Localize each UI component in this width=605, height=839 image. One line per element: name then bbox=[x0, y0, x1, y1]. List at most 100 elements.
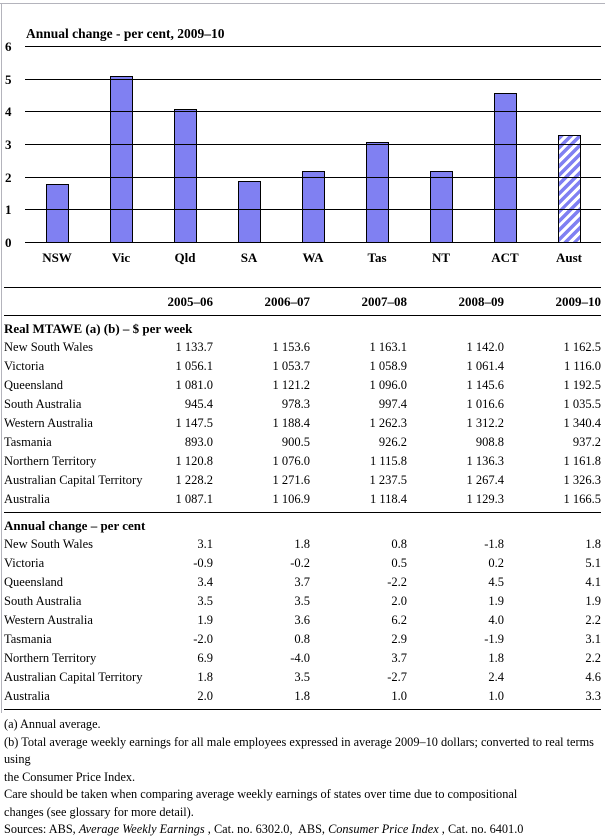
table-row: Western Australia 1 147.5 1 188.4 1 262.3 1 … bbox=[4, 414, 601, 433]
cell-value: 1 058.9 bbox=[369, 359, 408, 373]
table-row: Australia 1 087.1 1 106.9 1 118.4 1 129.3 1 1… bbox=[4, 490, 601, 509]
bar-aust bbox=[557, 135, 581, 243]
sources-suffix: , Cat. no. 6401.0 bbox=[438, 822, 524, 836]
cell-value: 1 267.4 bbox=[466, 473, 505, 487]
cell-value: 1 162.5 bbox=[563, 340, 602, 354]
cell-value: 908.8 bbox=[475, 435, 504, 449]
row-label: South Australia bbox=[4, 594, 82, 608]
bar-slot-nt bbox=[409, 47, 473, 243]
cell-value: 1 106.9 bbox=[272, 492, 311, 506]
cell-value: 6.9 bbox=[197, 651, 213, 665]
y-axis-tick-3: 3 bbox=[5, 137, 12, 152]
cell-value: 1 087.1 bbox=[175, 492, 214, 506]
bar-slot-tas bbox=[345, 47, 409, 243]
column-header-2009–10: 2009–10 bbox=[555, 293, 602, 309]
cell-value: 1 340.4 bbox=[563, 416, 602, 430]
cell-value: 3.4 bbox=[197, 575, 213, 589]
cell-value: 0.8 bbox=[391, 537, 407, 551]
footnote-a: (a) Annual average. bbox=[4, 717, 101, 731]
y-axis-tick-6: 6 bbox=[5, 39, 12, 54]
cell-value: 1 081.0 bbox=[175, 378, 214, 392]
cell-value: 2.0 bbox=[391, 594, 407, 608]
cell-value: 1 129.3 bbox=[466, 492, 505, 506]
cell-value: 937.2 bbox=[572, 435, 601, 449]
table-row: Northern Territory 6.9 -4.0 3.7 1.8 2.2 bbox=[4, 649, 601, 668]
table-row: Queensland 3.4 3.7 -2.2 4.5 4.1 bbox=[4, 573, 601, 592]
cell-value: 3.5 bbox=[197, 594, 213, 608]
x-axis-label-sa: SA bbox=[240, 250, 258, 265]
bar-slot-act bbox=[473, 47, 537, 243]
cell-value: 6.2 bbox=[391, 613, 407, 627]
table-row: Western Australia 1.9 3.6 6.2 4.0 2.2 bbox=[4, 611, 601, 630]
data-table: 2005–06 2006–07 2007–08 2008–09 2009–10 Real … bbox=[4, 287, 601, 710]
bar-vic bbox=[109, 76, 133, 243]
cell-value: 1 312.2 bbox=[466, 416, 505, 430]
gridline-2 bbox=[25, 176, 601, 178]
cell-value: 1 035.5 bbox=[563, 397, 602, 411]
cell-value: 4.1 bbox=[585, 575, 601, 589]
y-axis-tick-4: 4 bbox=[5, 104, 12, 120]
x-axis-label-qld: Qld bbox=[174, 250, 196, 265]
row-label: Australia bbox=[4, 689, 50, 703]
table-row: New South Wales 3.1 1.8 0.8 -1.8 1.8 bbox=[4, 535, 601, 554]
table-section-2: Annual change – per cent New South Wales 3… bbox=[4, 513, 601, 710]
bar-act bbox=[493, 92, 517, 243]
cell-value: 997.4 bbox=[378, 397, 407, 411]
table-row: Northern Territory 1 120.8 1 076.0 1 115.8 1… bbox=[4, 452, 601, 471]
gridline-0 bbox=[25, 242, 601, 243]
table-row: Tasmania -2.0 0.8 2.9 -1.9 3.1 bbox=[4, 630, 601, 649]
gridline-3 bbox=[25, 144, 601, 145]
bar-tas bbox=[365, 141, 389, 243]
sources-line: Sources: ABS, Average Weekly Earnings , … bbox=[4, 821, 603, 839]
bar-slot-nsw bbox=[25, 47, 89, 243]
cell-value: -2.2 bbox=[387, 575, 407, 589]
cell-value: 1.0 bbox=[391, 689, 407, 703]
chart-title: Annual change - per cent, 2009–10 bbox=[26, 26, 225, 41]
column-header-2008–09: 2008–09 bbox=[458, 293, 505, 309]
table-row: Tasmania 893.0 900.5 926.2 908.8 937.2 bbox=[4, 433, 601, 452]
cell-value: 1 136.3 bbox=[466, 454, 505, 468]
table-row: South Australia 945.4 978.3 997.4 1 016.6 1 0… bbox=[4, 395, 601, 414]
table-row: South Australia 3.5 3.5 2.0 1.9 1.9 bbox=[4, 592, 601, 611]
y-axis-tick-0: 0 bbox=[5, 235, 12, 250]
cell-value: 1.8 bbox=[197, 670, 213, 684]
row-label: Queensland bbox=[4, 378, 64, 392]
gridline-6 bbox=[25, 46, 601, 47]
bar-nsw bbox=[45, 184, 69, 243]
cell-value: 1 147.5 bbox=[175, 416, 214, 430]
cell-value: -1.9 bbox=[484, 632, 504, 646]
x-axis-label-nsw: NSW bbox=[42, 250, 72, 265]
bar-wa bbox=[301, 171, 325, 243]
row-label: Western Australia bbox=[4, 416, 93, 430]
cell-value: 1 016.6 bbox=[466, 397, 505, 411]
table-row: Queensland 1 081.0 1 121.2 1 096.0 1 145.6 1 … bbox=[4, 376, 601, 395]
sources-prefix: Sources: ABS, bbox=[4, 822, 79, 836]
bar-slot-wa bbox=[281, 47, 345, 243]
cell-value: 945.4 bbox=[184, 397, 213, 411]
row-label: New South Wales bbox=[4, 537, 94, 551]
cell-value: 0.2 bbox=[488, 556, 504, 570]
cell-value: -2.0 bbox=[193, 632, 213, 646]
row-label: Australian Capital Territory bbox=[4, 670, 143, 684]
page-boundary-top-line bbox=[0, 3, 605, 4]
cell-value: 1.8 bbox=[585, 537, 601, 551]
x-axis-label-aust: Aust bbox=[555, 250, 582, 265]
cell-value: 3.5 bbox=[294, 670, 310, 684]
bar-chart-plot-area: 0 1 2 3 4 5 6 bbox=[5, 39, 601, 250]
table-row: Australia 2.0 1.8 1.0 1.0 3.3 bbox=[4, 687, 601, 706]
x-axis-label-nt: NT bbox=[431, 250, 451, 265]
cell-value: 1 120.8 bbox=[175, 454, 214, 468]
y-axis-tick-5: 5 bbox=[5, 71, 12, 87]
cell-value: 3.1 bbox=[585, 632, 601, 646]
cell-value: -0.9 bbox=[193, 556, 213, 570]
table-row: Australian Capital Territory 1 228.2 1 271… bbox=[4, 471, 601, 490]
cell-value: 2.4 bbox=[488, 670, 504, 684]
cell-value: 1.8 bbox=[294, 689, 310, 703]
row-label: Northern Territory bbox=[4, 651, 97, 665]
table-header-row: 2005–06 2006–07 2007–08 2008–09 2009–10 bbox=[4, 287, 601, 316]
row-label: Northern Territory bbox=[4, 454, 97, 468]
cell-value: 1 115.8 bbox=[369, 454, 407, 468]
section-heading-2: Annual change – per cent bbox=[4, 518, 146, 533]
cell-value: 1 237.5 bbox=[369, 473, 408, 487]
cell-value: 1 192.5 bbox=[563, 378, 602, 392]
